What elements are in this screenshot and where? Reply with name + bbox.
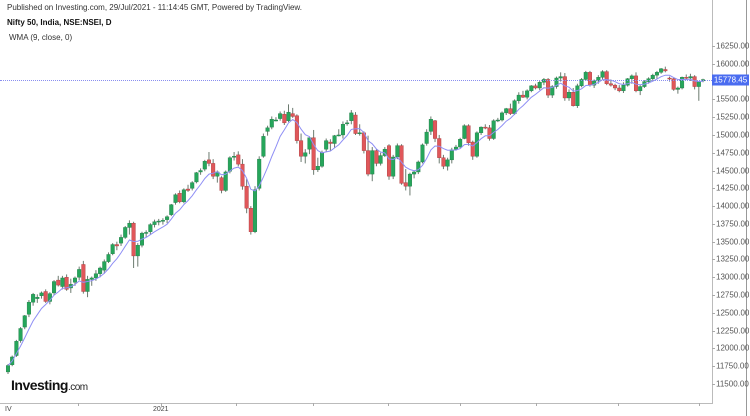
right-border bbox=[746, 0, 747, 416]
indicator-legend[interactable]: WMA (9, close, 0) bbox=[9, 33, 73, 42]
wma-line bbox=[7, 74, 704, 366]
y-tick bbox=[712, 259, 715, 261]
x-tick bbox=[618, 403, 619, 406]
y-tick bbox=[712, 134, 715, 136]
y-tick-label: 11500.00 bbox=[716, 379, 749, 389]
x-tick bbox=[388, 403, 389, 406]
x-tick bbox=[699, 403, 700, 406]
y-tick bbox=[712, 152, 715, 154]
y-tick-label: 15250.00 bbox=[716, 112, 750, 122]
y-tick bbox=[712, 241, 715, 243]
y-tick-label: 13750.00 bbox=[716, 219, 750, 229]
y-tick bbox=[712, 206, 715, 208]
y-tick-label: 14750.00 bbox=[716, 148, 750, 158]
x-tick bbox=[78, 403, 79, 406]
y-tick-label: 12250.00 bbox=[716, 326, 750, 336]
y-tick-label: 13500.00 bbox=[716, 237, 750, 247]
y-tick-label: 11750.00 bbox=[716, 361, 749, 371]
y-tick bbox=[712, 312, 715, 314]
y-tick bbox=[712, 384, 715, 385]
y-tick-label: 12500.00 bbox=[716, 308, 750, 318]
price-chart[interactable] bbox=[0, 0, 712, 403]
y-tick-label: 14000.00 bbox=[716, 201, 750, 211]
published-caption: Published on Investing.com, 29/Jul/2021 … bbox=[7, 3, 302, 12]
y-tick-label: 14250.00 bbox=[716, 183, 750, 193]
x-axis[interactable] bbox=[0, 403, 713, 404]
y-tick-label: 13250.00 bbox=[716, 254, 750, 264]
y-tick bbox=[712, 99, 715, 101]
y-axis[interactable] bbox=[712, 0, 713, 404]
y-tick bbox=[712, 330, 715, 332]
y-tick bbox=[712, 348, 715, 350]
y-tick bbox=[712, 46, 715, 47]
y-tick bbox=[712, 63, 715, 65]
x-tick bbox=[313, 403, 314, 406]
x-tick bbox=[536, 403, 537, 406]
last-price-line bbox=[0, 79, 712, 81]
y-tick-label: 13000.00 bbox=[716, 272, 750, 282]
x-tick bbox=[161, 403, 162, 406]
y-tick bbox=[712, 366, 715, 368]
y-tick bbox=[712, 188, 715, 190]
investing-logo: Investing.com bbox=[11, 377, 88, 393]
x-tick bbox=[460, 403, 461, 406]
y-tick bbox=[712, 295, 715, 297]
y-tick-label: 15000.00 bbox=[716, 130, 750, 140]
y-tick bbox=[712, 277, 715, 279]
logo-main-text: Investing bbox=[11, 377, 68, 393]
y-tick-label: 16250.00 bbox=[716, 41, 750, 51]
last-price-tag: 15778.45 bbox=[712, 74, 749, 86]
x-tick bbox=[236, 403, 237, 406]
y-tick bbox=[712, 223, 715, 225]
y-tick-label: 12000.00 bbox=[716, 343, 750, 353]
y-tick-label: 16000.00 bbox=[716, 59, 750, 69]
y-tick bbox=[712, 170, 715, 172]
symbol-title: Nifty 50, India, NSE:NSEI, D bbox=[7, 18, 112, 27]
y-tick-label: 14500.00 bbox=[716, 166, 750, 176]
y-tick-label: 12750.00 bbox=[716, 290, 750, 300]
logo-suffix-text: .com bbox=[67, 382, 88, 393]
x-tick-label: 2021 bbox=[153, 406, 169, 413]
x-tick-label: IV bbox=[5, 406, 12, 413]
y-tick bbox=[712, 117, 715, 119]
y-tick-label: 15500.00 bbox=[716, 94, 750, 104]
